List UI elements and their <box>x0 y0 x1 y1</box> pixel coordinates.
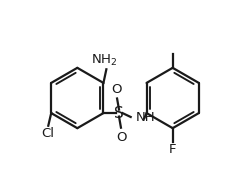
Text: NH: NH <box>136 112 155 124</box>
Text: O: O <box>111 83 121 96</box>
Text: NH$_2$: NH$_2$ <box>91 53 118 68</box>
Text: F: F <box>169 143 176 156</box>
Text: S: S <box>114 106 124 121</box>
Text: O: O <box>117 131 127 144</box>
Text: Cl: Cl <box>41 127 54 140</box>
